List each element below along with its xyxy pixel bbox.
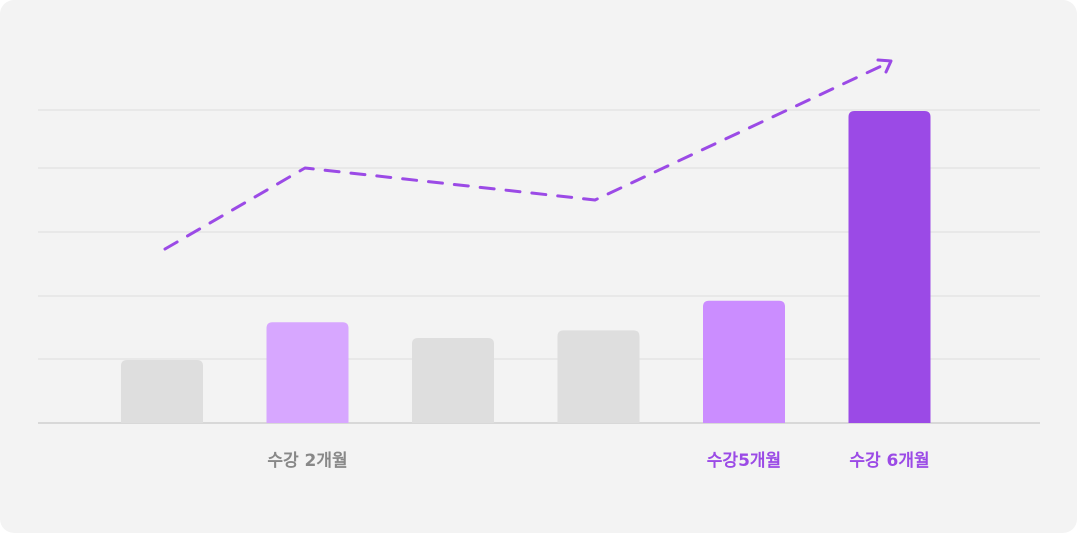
- x-tick-label: 수강 2개월: [267, 451, 347, 471]
- bar: [703, 300, 785, 423]
- bar: [848, 111, 931, 423]
- bar: [557, 330, 640, 423]
- trend-arrowhead-icon: [876, 58, 893, 74]
- trend-line: [163, 60, 892, 251]
- bar: [412, 337, 494, 423]
- x-tick-label: 수강5개월: [707, 451, 781, 471]
- x-tick-label: 수강 6개월: [849, 451, 929, 471]
- bar: [121, 360, 203, 423]
- bar: [266, 322, 349, 423]
